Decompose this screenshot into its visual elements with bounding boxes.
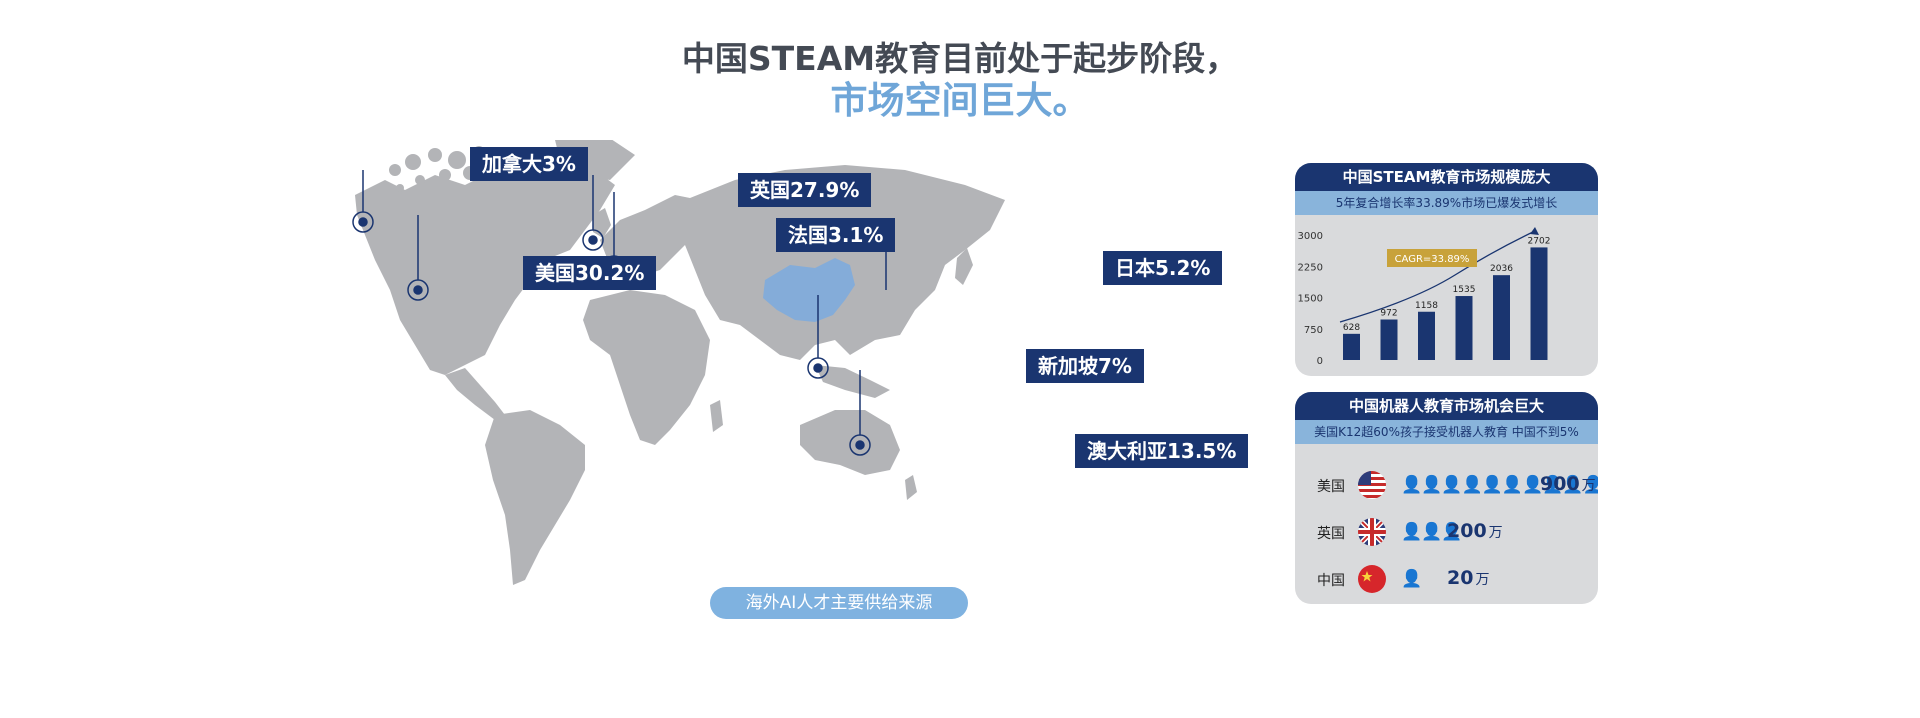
data-label: 2036 xyxy=(1490,264,1513,274)
se-asia xyxy=(815,365,890,398)
bar xyxy=(1455,296,1473,360)
central-america xyxy=(445,368,505,420)
tag-uk: 英国27.9% xyxy=(738,173,872,207)
chart-title: 中国STEAM教育市场规模庞大 xyxy=(1295,163,1598,191)
asia xyxy=(685,165,1005,360)
robot-row-china: 中国 👤 20 万 xyxy=(1295,562,1598,596)
row-country: 中国 xyxy=(1317,573,1345,589)
people-icons: 👤👤👤 xyxy=(1401,522,1463,542)
cn-flag-icon xyxy=(1358,565,1386,593)
bar-chart: 0 750 1500 2250 3000 628 972 1158 1535 2036 2702 CA… xyxy=(1298,227,1551,367)
tag-usa: 美国30.2% xyxy=(523,256,657,290)
data-label: 628 xyxy=(1343,323,1360,333)
row-value: 200 万 xyxy=(1447,520,1503,542)
row-value: 900 万 xyxy=(1540,473,1596,495)
arrow-head xyxy=(1530,227,1539,235)
new-zealand xyxy=(905,475,917,500)
data-label: 1535 xyxy=(1453,285,1476,295)
y-tick-label: 0 xyxy=(1317,356,1323,367)
madagascar xyxy=(710,400,723,432)
people-icons: 👤👤👤👤👤👤👤👤👤👤👤👤 xyxy=(1401,475,1598,495)
us-flag-icon xyxy=(1358,471,1386,499)
row-country: 英国 xyxy=(1317,526,1345,542)
y-tick-label: 1500 xyxy=(1298,294,1323,305)
north-america xyxy=(355,165,615,375)
row-country: 美国 xyxy=(1317,479,1345,495)
europe xyxy=(600,195,705,275)
tag-japan: 日本5.2% xyxy=(1103,251,1223,285)
page-subtitle: 市场空间巨大。 xyxy=(830,79,1090,122)
uk-flag-icon xyxy=(1358,518,1386,546)
world-map xyxy=(352,140,1005,585)
africa xyxy=(583,290,710,445)
data-label: 972 xyxy=(1380,309,1397,319)
people-icons: 👤 xyxy=(1401,569,1422,589)
bar xyxy=(1530,247,1548,360)
cagr-label: CAGR=33.89% xyxy=(1395,254,1470,265)
robot-title: 中国机器人教育市场机会巨大 xyxy=(1295,392,1598,420)
robot-panel: 中国机器人教育市场机会巨大 美国K12超60%孩子接受机器人教育 中国不到5% … xyxy=(1295,392,1598,604)
page-title: 中国STEAM教育目前处于起步阶段， xyxy=(681,39,1239,78)
tag-australia: 澳大利亚13.5% xyxy=(1075,434,1249,468)
robot-row-uk: 英国 👤👤👤 200 万 xyxy=(1295,515,1598,549)
bar xyxy=(1493,275,1510,360)
chart-subtitle: 5年复合增长率33.89%市场已爆发式增长 xyxy=(1295,191,1598,215)
continents xyxy=(355,140,1005,585)
cagr-badge xyxy=(1387,249,1477,267)
robot-subtitle: 美国K12超60%孩子接受机器人教育 中国不到5% xyxy=(1295,420,1598,444)
market-size-panel: 中国STEAM教育市场规模庞大 5年复合增长率33.89%市场已爆发式增长 0 7… xyxy=(1295,163,1598,376)
japan-island xyxy=(955,248,973,285)
tag-canada: 加拿大3% xyxy=(470,147,588,181)
bar xyxy=(1418,311,1435,360)
data-label: 1158 xyxy=(1415,301,1438,311)
y-tick-label: 3000 xyxy=(1298,231,1323,242)
china-region xyxy=(763,258,855,322)
map-caption: 海外AI人才主要供给来源 xyxy=(710,587,968,619)
trend-arrow xyxy=(1339,230,1536,323)
bar xyxy=(1343,333,1360,360)
tag-singapore: 新加坡7% xyxy=(1026,349,1144,383)
tag-france: 法国3.1% xyxy=(776,218,896,252)
data-label: 2702 xyxy=(1528,236,1551,246)
y-tick-label: 2250 xyxy=(1298,262,1323,273)
south-america xyxy=(485,410,585,585)
bar xyxy=(1380,319,1398,360)
row-value: 20 万 xyxy=(1447,567,1490,589)
y-tick-label: 750 xyxy=(1304,325,1323,336)
